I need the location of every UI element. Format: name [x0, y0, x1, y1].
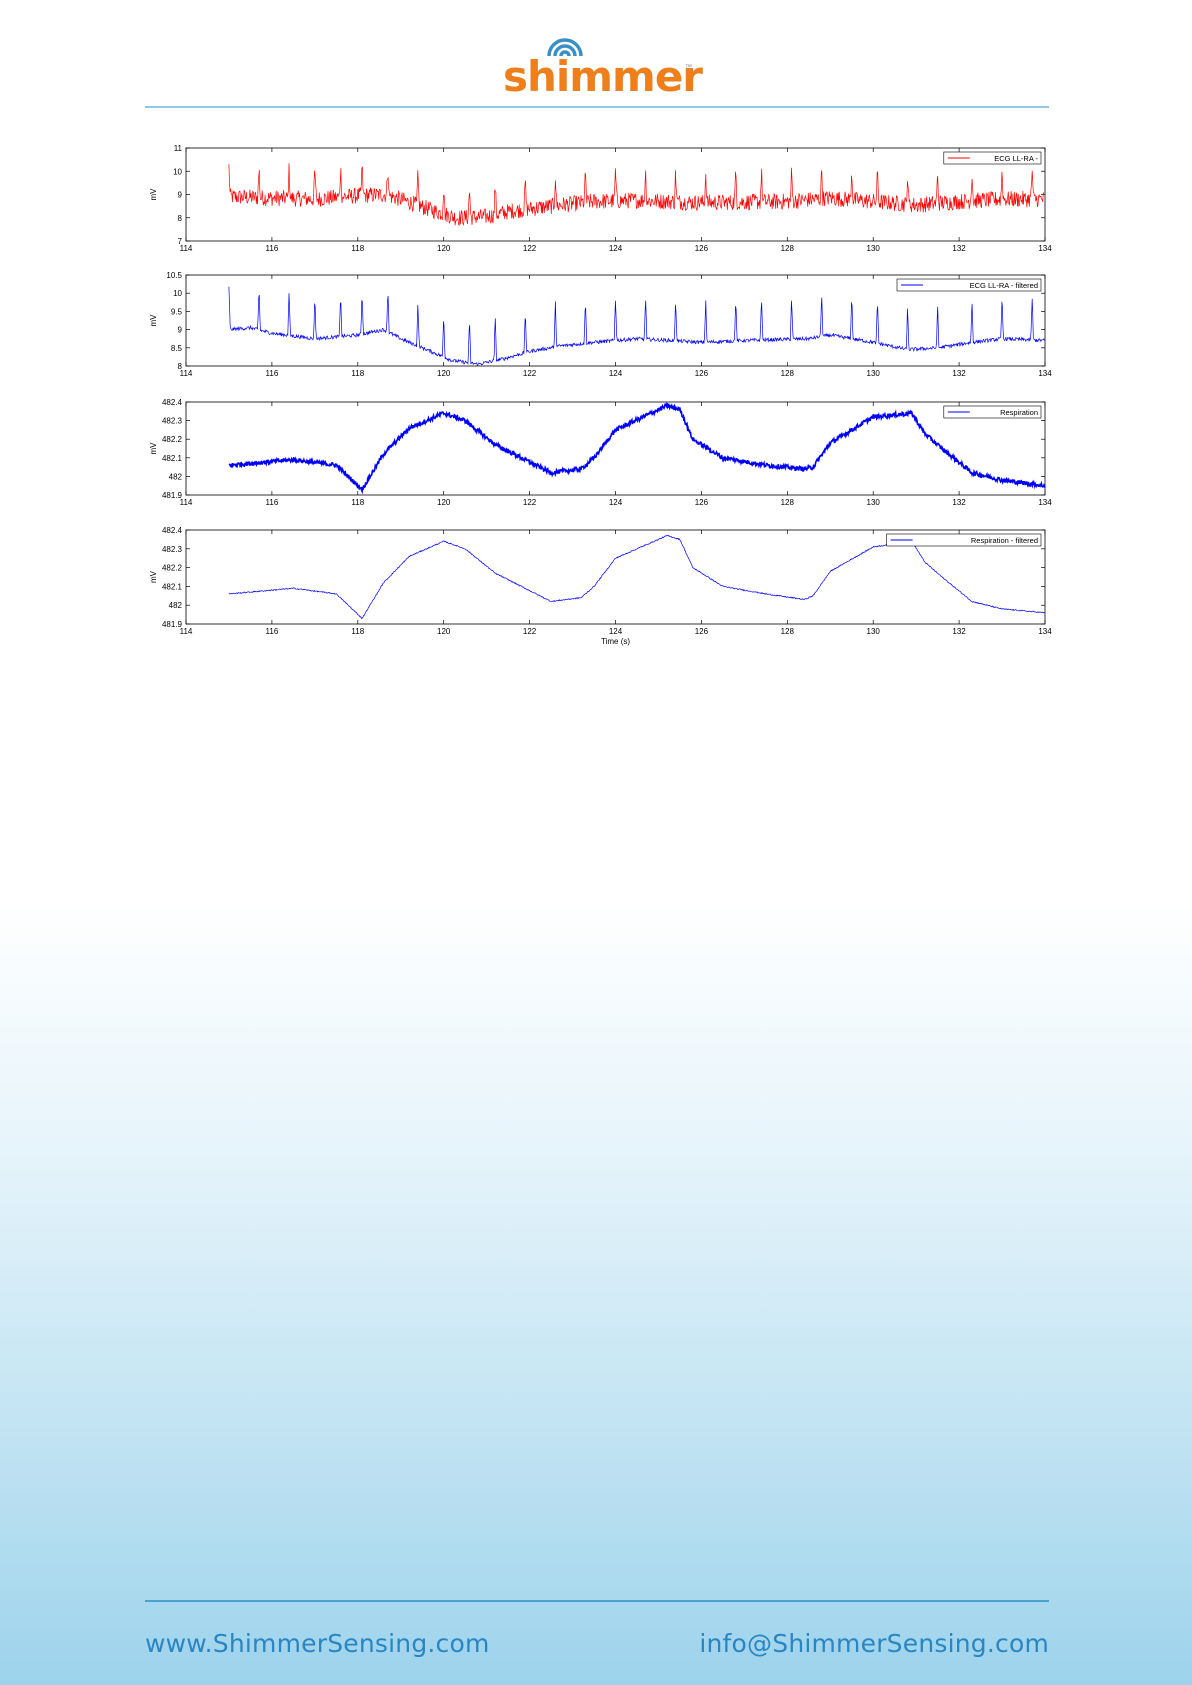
x-tick-label: 118 [351, 244, 364, 253]
y-tick-label: 7 [178, 237, 183, 246]
y-tick-label: 9.5 [171, 307, 183, 316]
y-tick-label: 481.9 [162, 620, 183, 629]
y-tick-label: 482.4 [162, 526, 183, 535]
x-tick-label: 130 [867, 244, 881, 253]
y-tick-label: 482 [169, 472, 183, 481]
series-line [228, 402, 1046, 495]
x-tick-label: 126 [695, 627, 709, 636]
y-tick-label: 482.3 [162, 417, 183, 426]
x-tick-label: 124 [609, 627, 623, 636]
y-tick-label: 11 [174, 144, 183, 153]
x-tick-label: 126 [695, 369, 709, 378]
legend-label: ECG LL-RA - filtered [970, 281, 1038, 290]
x-tick-label: 120 [437, 627, 451, 636]
x-tick-label: 134 [1038, 369, 1052, 378]
x-tick-label: 114 [180, 498, 193, 507]
x-tick-label: 114 [180, 244, 193, 253]
x-tick-label: 128 [781, 369, 795, 378]
legend-label: ECG LL-RA - [994, 154, 1038, 163]
x-tick-label: 126 [695, 498, 709, 507]
y-tick-label: 8 [178, 362, 183, 371]
y-axis-label: mV [149, 188, 158, 201]
brand-name: shimmer [503, 52, 703, 101]
footer-divider [145, 1600, 1049, 1602]
y-tick-label: 482.1 [162, 582, 183, 591]
y-tick-label: 482.2 [162, 435, 183, 444]
x-tick-label: 130 [867, 369, 881, 378]
y-tick-label: 482.4 [162, 398, 183, 407]
legend-box [896, 278, 1042, 292]
legend-box [943, 405, 1042, 419]
x-tick-label: 118 [351, 369, 364, 378]
x-tick-label: 132 [952, 369, 966, 378]
x-tick-label: 126 [695, 244, 709, 253]
x-tick-label: 132 [952, 627, 966, 636]
x-tick-label: 118 [351, 498, 364, 507]
wireless-signal-icon [547, 38, 583, 57]
legend-box [943, 151, 1042, 165]
y-tick-label: 10.5 [166, 271, 182, 280]
x-tick-label: 134 [1038, 627, 1052, 636]
email-link[interactable]: info@ShimmerSensing.com [699, 1629, 1049, 1658]
x-axis-label: Time (s) [601, 637, 630, 646]
y-tick-label: 482 [169, 601, 183, 610]
y-axis-label: mV [149, 442, 158, 455]
y-tick-label: 481.9 [162, 491, 183, 500]
x-tick-label: 122 [523, 369, 537, 378]
x-tick-label: 128 [781, 244, 795, 253]
x-tick-label: 120 [437, 244, 451, 253]
x-tick-label: 132 [952, 244, 966, 253]
y-tick-label: 482.1 [162, 454, 183, 463]
x-tick-label: 116 [266, 244, 279, 253]
signal-charts: 114 116 118 120 122 124 126 128 130 132 1347891011… [149, 144, 1052, 646]
legend-label: Respiration - filtered [971, 536, 1038, 545]
header-divider [145, 106, 1049, 108]
x-tick-label: 122 [523, 244, 537, 253]
y-axis-label: mV [149, 570, 158, 583]
y-tick-label: 10 [173, 289, 182, 298]
y-axis-label: mV [149, 314, 158, 327]
y-tick-label: 10 [173, 167, 182, 176]
x-tick-label: 120 [437, 369, 451, 378]
x-tick-label: 134 [1038, 244, 1052, 253]
y-tick-label: 482.3 [162, 545, 183, 554]
x-tick-label: 120 [437, 498, 451, 507]
y-tick-label: 8.5 [171, 344, 183, 353]
x-tick-label: 122 [523, 627, 537, 636]
x-tick-label: 124 [609, 369, 623, 378]
y-tick-label: 8 [178, 214, 183, 223]
x-tick-label: 134 [1038, 498, 1052, 507]
x-tick-label: 128 [781, 627, 795, 636]
x-tick-label: 122 [523, 498, 537, 507]
x-tick-label: 130 [867, 627, 881, 636]
x-tick-label: 132 [952, 498, 966, 507]
x-tick-label: 124 [609, 244, 623, 253]
y-tick-label: 482.2 [162, 564, 183, 573]
series-line [228, 286, 1046, 367]
y-tick-label: 9 [178, 191, 183, 200]
x-tick-label: 118 [351, 627, 364, 636]
legend-label: Respiration [1000, 408, 1038, 417]
series-line [228, 163, 1046, 226]
x-tick-label: 116 [266, 498, 279, 507]
x-tick-label: 116 [266, 627, 279, 636]
website-link[interactable]: www.ShimmerSensing.com [145, 1629, 490, 1658]
x-tick-label: 114 [180, 627, 193, 636]
y-tick-label: 9 [178, 326, 183, 335]
x-tick-label: 128 [781, 498, 795, 507]
legend-box [886, 533, 1042, 547]
plot-area [185, 147, 1046, 242]
x-tick-label: 130 [867, 498, 881, 507]
x-tick-label: 114 [180, 369, 193, 378]
x-tick-label: 116 [266, 369, 279, 378]
x-tick-label: 124 [609, 498, 623, 507]
trademark-symbol: ™ [685, 64, 692, 71]
plot-area [185, 401, 1046, 496]
shimmer-logo: shimmer ™ [495, 30, 705, 101]
